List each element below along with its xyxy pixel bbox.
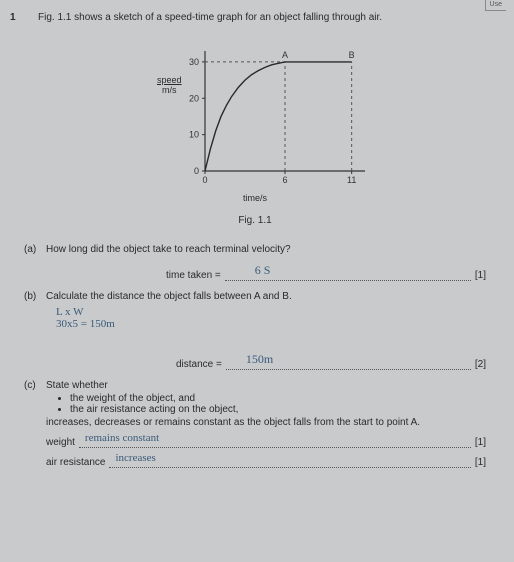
x-axis-label: time/s (115, 193, 395, 203)
weight-label: weight (46, 437, 75, 448)
part-a-answer-line: 6 S (225, 269, 471, 281)
part-c-bullet1: the weight of the object, and (70, 393, 486, 404)
air-label: air resistance (46, 457, 105, 468)
part-b-prompt: Calculate the distance the object falls … (46, 291, 292, 302)
part-a-answer-lead: time taken = (166, 270, 221, 281)
use-label: Use (485, 0, 506, 11)
chart-container: speed m/s 0 10 20 30 0 6 11 A B time/s (115, 41, 395, 203)
part-b-label: (b) (24, 291, 36, 302)
svg-text:A: A (282, 50, 288, 60)
part-b-marks: [2] (475, 359, 486, 370)
svg-text:11: 11 (347, 175, 356, 185)
part-b-work2: 30x5 = 150m (56, 318, 486, 330)
speed-time-graph: 0 10 20 30 0 6 11 A B (125, 41, 385, 191)
y-axis-label: speed m/s (157, 75, 182, 95)
part-a-label: (a) (24, 244, 36, 255)
part-c: (c) State whether the weight of the obje… (24, 380, 486, 468)
svg-text:6: 6 (282, 175, 287, 185)
figure-caption: Fig. 1.1 (24, 215, 486, 226)
air-answer-line: increases (109, 456, 470, 468)
part-b-work1: L x W (56, 306, 486, 318)
part-c-prompt: State whether (46, 380, 108, 391)
part-b: (b) Calculate the distance the object fa… (24, 291, 486, 370)
part-b-handwritten: 150m (246, 352, 273, 367)
part-a-marks: [1] (475, 270, 486, 281)
svg-text:30: 30 (189, 57, 199, 67)
part-a: (a) How long did the object take to reac… (24, 244, 486, 281)
part-c-bullet2: the air resistance acting on the object, (70, 404, 486, 415)
air-marks: [1] (475, 457, 486, 468)
weight-answer-line: remains constant (79, 436, 471, 448)
svg-text:B: B (349, 50, 355, 60)
svg-text:0: 0 (202, 175, 207, 185)
weight-handwritten: remains constant (85, 432, 159, 444)
part-a-prompt: How long did the object take to reach te… (46, 244, 291, 255)
question-number: 1 (10, 12, 16, 23)
question-intro: Fig. 1.1 shows a sketch of a speed-time … (38, 12, 486, 23)
part-c-label: (c) (24, 380, 36, 391)
part-b-answer-line: 150m (226, 358, 471, 370)
svg-text:10: 10 (189, 130, 199, 140)
part-c-tail: increases, decreases or remains constant… (46, 417, 486, 428)
part-a-handwritten: 6 S (255, 263, 271, 278)
weight-marks: [1] (475, 437, 486, 448)
air-handwritten: increases (115, 452, 155, 464)
svg-text:20: 20 (189, 93, 199, 103)
svg-text:0: 0 (194, 166, 199, 176)
part-b-answer-lead: distance = (176, 359, 222, 370)
